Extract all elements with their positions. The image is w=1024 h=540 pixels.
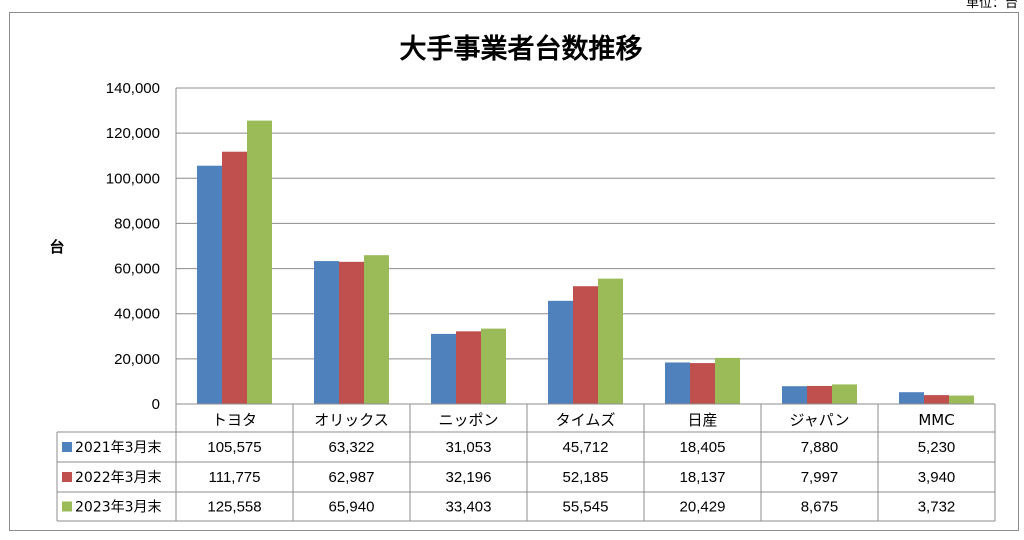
table-cell-value: 105,575	[207, 439, 261, 456]
bar	[548, 300, 573, 404]
table-cell-value: 52,185	[563, 469, 609, 486]
table-cell-value: 3,732	[918, 499, 956, 516]
bar	[832, 384, 857, 404]
bar	[807, 385, 832, 404]
bar	[364, 255, 389, 404]
y-axis-label: 台	[49, 238, 64, 256]
bar	[715, 357, 740, 404]
category-label: タイムズ	[556, 411, 616, 429]
table-cell-value: 63,322	[329, 439, 375, 456]
bar	[456, 331, 481, 404]
bar	[197, 165, 222, 404]
y-tick-label: 140,000	[106, 80, 160, 97]
y-tick-label: 0	[152, 396, 160, 413]
legend-swatch	[62, 472, 72, 482]
table-cell-value: 65,940	[329, 499, 375, 516]
category-label: 日産	[687, 411, 717, 429]
bar	[598, 278, 623, 404]
category-label: ジャパン	[789, 411, 849, 429]
bar	[665, 362, 690, 404]
table-cell-value: 3,940	[918, 469, 956, 486]
table-cell-value: 20,429	[680, 499, 726, 516]
chart-frame	[9, 12, 1019, 531]
table-cell-value: 18,405	[680, 439, 726, 456]
table-cell-value: 18,137	[680, 469, 726, 486]
legend-swatch	[62, 501, 72, 512]
table-cell-value: 5,230	[918, 439, 956, 456]
y-tick-label: 120,000	[106, 125, 160, 142]
y-tick-label: 60,000	[114, 261, 160, 278]
bar	[481, 328, 506, 404]
y-tick-label: 20,000	[114, 351, 160, 368]
legend-swatch	[62, 442, 72, 452]
bar	[924, 395, 949, 404]
unit-note: 単位：台	[965, 0, 1018, 11]
table-cell-value: 33,403	[446, 499, 492, 516]
bar	[339, 261, 364, 404]
category-label: オリックス	[314, 411, 389, 429]
bar	[431, 333, 456, 404]
y-tick-label: 100,000	[106, 170, 160, 187]
table-cell-value: 7,997	[801, 469, 839, 486]
table-cell-value: 111,775	[209, 469, 261, 486]
series-label: 2022年3月末	[75, 470, 162, 486]
table-cell-value: 55,545	[563, 499, 609, 516]
category-label: ニッポン	[438, 411, 498, 429]
bar	[573, 286, 598, 404]
table-cell-value: 125,558	[207, 499, 261, 516]
bar	[949, 395, 974, 404]
bar	[247, 120, 272, 404]
table-cell-value: 7,880	[801, 439, 839, 456]
bar	[690, 363, 715, 404]
table-cell-value: 45,712	[563, 439, 609, 456]
series-label: 2021年3月末	[75, 440, 162, 456]
bar	[782, 386, 807, 404]
y-tick-label: 80,000	[114, 215, 160, 232]
y-tick-label: 40,000	[114, 306, 160, 323]
table-cell-value: 32,196	[446, 469, 492, 486]
bar	[222, 151, 247, 404]
category-label: トヨタ	[212, 411, 257, 429]
series-label: 2023年3月末	[75, 500, 162, 516]
chart-title: 大手事業者台数推移	[400, 33, 643, 65]
table-cell-value: 8,675	[801, 499, 839, 516]
table-cell-value: 62,987	[329, 469, 375, 486]
bar	[314, 261, 339, 404]
category-label: MMC	[918, 411, 954, 429]
bar	[899, 392, 924, 404]
table-cell-value: 31,053	[446, 439, 492, 456]
